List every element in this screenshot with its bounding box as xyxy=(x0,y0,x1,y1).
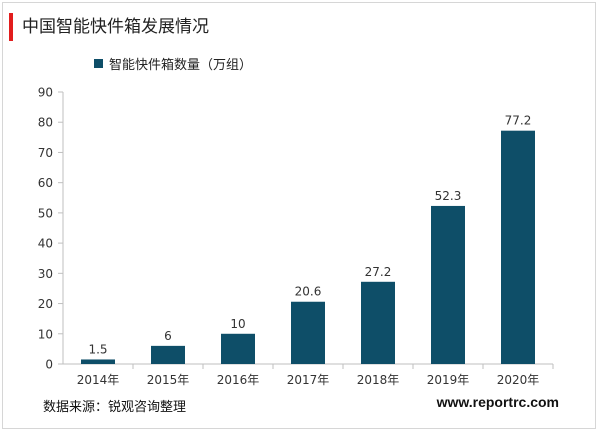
x-tick-label: 2017年 xyxy=(287,373,330,387)
y-tick-label: 10 xyxy=(38,327,53,341)
data-label: 1.5 xyxy=(88,342,107,356)
data-label: 52.3 xyxy=(435,189,462,203)
data-label: 77.2 xyxy=(505,114,532,128)
bar xyxy=(221,333,255,364)
data-source-note: 数据来源：锐观咨询整理 xyxy=(43,400,187,415)
y-tick-label: 20 xyxy=(38,297,53,311)
x-tick-label: 2018年 xyxy=(357,373,400,387)
website-link[interactable]: www.reportrc.com xyxy=(436,394,559,410)
bar xyxy=(291,301,325,364)
y-tick-label: 0 xyxy=(45,358,53,372)
x-tick-label: 2016年 xyxy=(217,373,260,387)
legend-label: 智能快件箱数量（万组） xyxy=(109,57,253,73)
x-tick-label: 2015年 xyxy=(147,373,190,387)
data-label: 10 xyxy=(230,317,245,331)
bar xyxy=(361,281,395,364)
title-accent-bar xyxy=(9,13,13,41)
data-label: 6 xyxy=(164,329,172,343)
x-tick-label: 2014年 xyxy=(77,373,120,387)
chart-frame xyxy=(2,2,596,429)
x-tick-label: 2019年 xyxy=(427,373,470,387)
legend-swatch xyxy=(94,58,103,68)
y-tick-label: 60 xyxy=(38,176,53,190)
chart-legend: 智能快件箱数量（万组） xyxy=(94,55,253,73)
data-label: 27.2 xyxy=(365,265,392,279)
page-title: 中国智能快件箱发展情况 xyxy=(22,17,209,37)
y-tick-label: 30 xyxy=(38,267,53,281)
y-tick-label: 80 xyxy=(38,116,53,130)
x-tick-label: 2020年 xyxy=(497,373,540,387)
data-label: 20.6 xyxy=(295,285,322,299)
bar xyxy=(431,205,465,364)
bar xyxy=(151,345,185,364)
bar xyxy=(81,359,115,364)
y-tick-label: 40 xyxy=(38,237,53,251)
y-tick-label: 90 xyxy=(38,86,53,100)
y-tick-label: 70 xyxy=(38,146,53,160)
y-tick-label: 50 xyxy=(38,206,53,220)
bar xyxy=(501,130,535,364)
